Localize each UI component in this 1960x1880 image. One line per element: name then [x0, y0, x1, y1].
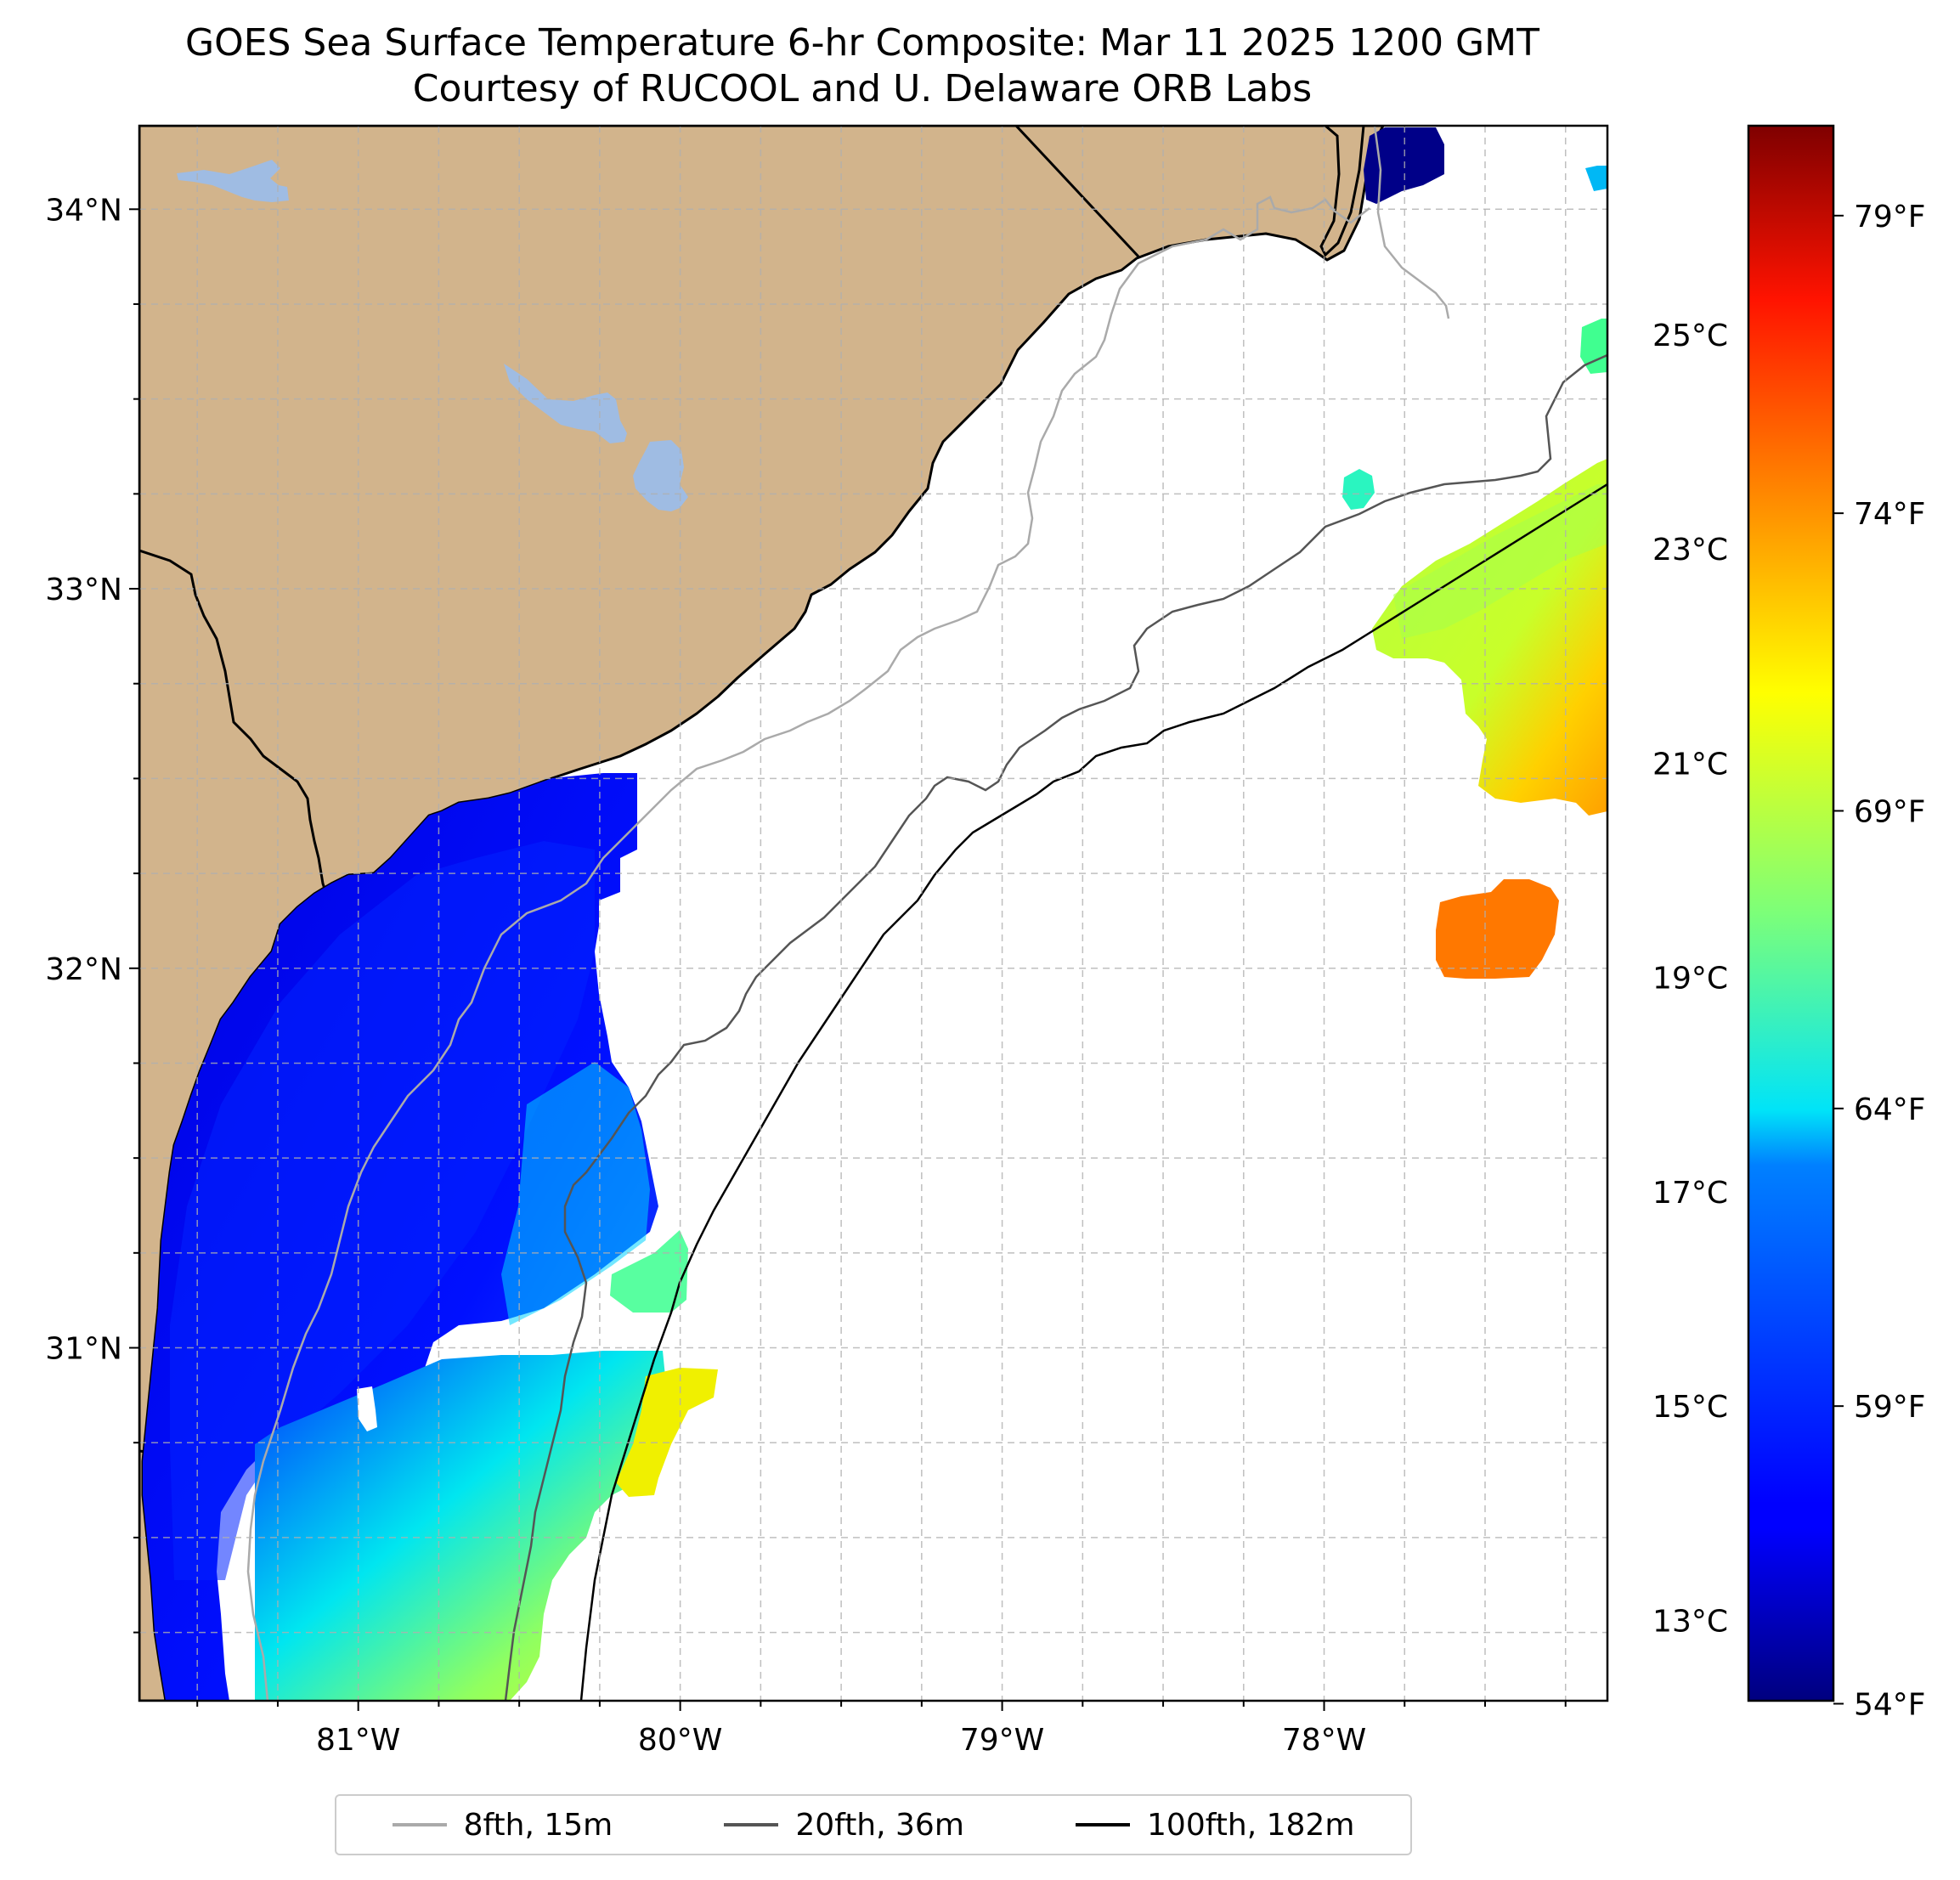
sst-patch-aqua-small	[1342, 469, 1375, 510]
colorbar-celsius-label: 19°C	[1652, 962, 1728, 996]
colorbar-ticks: 13°C 15°C 17°C 19°C 21°C 23°C 25°C 54°F 59°F 64°F…	[1652, 200, 1925, 1723]
map-frame	[138, 124, 1609, 1702]
colorbar-celsius-label: 25°C	[1652, 319, 1728, 353]
sst-patch-green-mid	[610, 1230, 688, 1313]
sst-patch-coastal-nearshore	[170, 841, 595, 1580]
legend-label: 100fth, 182m	[1147, 1807, 1355, 1843]
legend-swatch	[1076, 1823, 1131, 1826]
colorbar-fahrenheit-label: 59°F	[1854, 1390, 1926, 1425]
colorbar-fahrenheit-label: 79°F	[1854, 200, 1926, 234]
legend-item: 20fth, 36m	[724, 1808, 964, 1843]
colorbar-fahrenheit-label: 54°F	[1854, 1688, 1926, 1723]
sst-patch-south-cyan-tongue	[501, 1062, 650, 1325]
lon-tick-label: 78°W	[1282, 1723, 1366, 1758]
legend-label: 8fth, 15m	[463, 1807, 613, 1843]
sst-patch-white-hole	[357, 1386, 377, 1431]
lat-tick-label: 31°N	[45, 1332, 122, 1367]
lake	[504, 364, 627, 443]
sst-patch-cyan-ne	[1585, 166, 1607, 191]
contour-8fth	[246, 126, 1450, 1701]
colorbar-frame	[1747, 124, 1835, 1702]
legend-item: 8fth, 15m	[392, 1807, 613, 1843]
legend-item: 100fth, 182m	[1076, 1808, 1354, 1843]
lon-tick-label: 80°W	[638, 1723, 722, 1758]
sst-patch-east-green-band	[1393, 484, 1607, 639]
sst-patch-aqua-east	[1580, 319, 1607, 374]
colorbar-fahrenheit-label: 74°F	[1854, 497, 1926, 532]
colorbar-celsius-label: 13°C	[1652, 1604, 1728, 1639]
colorbar-fahrenheit-label: 64°F	[1854, 1092, 1926, 1127]
barrier-island	[1319, 126, 1365, 257]
lat-tick-label: 33°N	[45, 573, 122, 607]
colorbar-celsius-label: 17°C	[1652, 1176, 1728, 1211]
colorbar	[1748, 126, 1833, 1701]
lake	[633, 440, 688, 511]
gridlines	[139, 126, 1607, 1701]
contour-100fth	[579, 483, 1607, 1701]
sst-patch-orange-eddy	[1436, 879, 1559, 979]
contour-20fth	[504, 353, 1607, 1701]
lat-tick-label: 34°N	[45, 193, 122, 228]
lake	[177, 160, 289, 202]
map-ticks: 81°W 80°W 79°W 78°W 34°N 33°N 32°N 31°N	[45, 193, 1567, 1758]
lon-tick-label: 79°W	[960, 1723, 1044, 1758]
state-border	[1014, 126, 1140, 258]
title-line-2: Courtesy of RUCOOL and U. Delaware ORB L…	[412, 67, 1313, 110]
colorbar-celsius-label: 15°C	[1652, 1390, 1728, 1425]
colorbar-celsius-label: 21°C	[1652, 747, 1728, 782]
legend-swatch	[392, 1823, 447, 1826]
lon-tick-label: 81°W	[316, 1723, 400, 1758]
legend-swatch	[724, 1823, 779, 1826]
colorbar-fahrenheit-label: 69°F	[1854, 794, 1926, 829]
title-line-1: GOES Sea Surface Temperature 6-hr Compos…	[184, 21, 1539, 65]
legend-label: 20fth, 36m	[795, 1807, 964, 1843]
legend: 8fth, 15m 20fth, 36m 100fth, 182m	[335, 1794, 1412, 1855]
sst-patch-yellow-south	[616, 1368, 718, 1497]
map-title: GOES Sea Surface Temperature 6-hr Compos…	[0, 20, 1725, 112]
lat-tick-label: 32°N	[45, 952, 122, 987]
colorbar-celsius-label: 23°C	[1652, 533, 1728, 567]
sst-patch-navy-north	[1364, 127, 1444, 204]
